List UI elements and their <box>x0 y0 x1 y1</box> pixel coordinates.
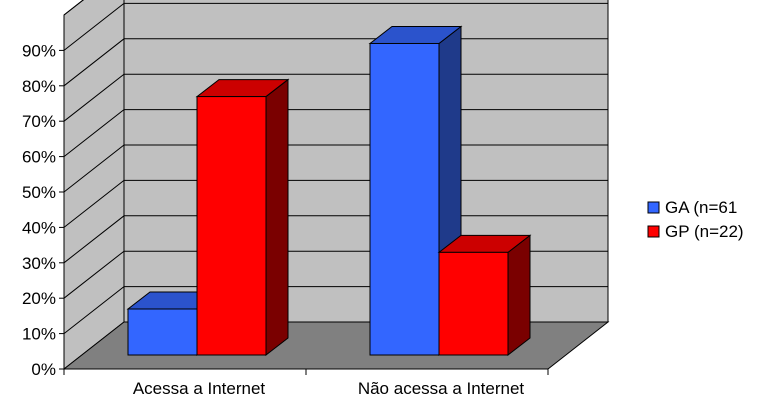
bar-side <box>507 234 531 357</box>
bar-front <box>369 42 440 356</box>
y-tick-label: 70% <box>22 112 56 131</box>
y-tick-label: 20% <box>22 289 56 308</box>
x-tick-label: Não acessa a Internet <box>358 379 525 398</box>
bar-front <box>127 308 198 356</box>
y-tick-label: 80% <box>22 77 56 96</box>
y-axis-ticks: 0% 10% 20% 30% 40% 50% 60% 70% 80% 90% <box>22 41 64 379</box>
legend-label: GP (n=22) <box>665 222 744 241</box>
y-tick-label: 30% <box>22 254 56 273</box>
x-tick-label: Acessa a Internet <box>133 379 266 398</box>
gridline <box>63 2 608 51</box>
y-tick-label: 90% <box>22 41 56 60</box>
legend: GA (n=61 GP (n=22) <box>647 198 744 241</box>
x-axis-ticks: Acessa a Internet Não acessa a Internet <box>63 369 549 398</box>
bars <box>126 25 532 357</box>
y-tick-label: 10% <box>22 325 56 344</box>
bar <box>437 234 532 357</box>
bar-front <box>438 251 509 356</box>
y-tick-label: 40% <box>22 218 56 237</box>
y-tick-label: 0% <box>31 360 56 379</box>
bar-front <box>196 96 267 356</box>
y-tick-label: 60% <box>22 148 56 167</box>
legend-label: GA (n=61 <box>665 198 737 217</box>
legend-swatch <box>647 225 660 238</box>
legend-swatch <box>647 201 660 214</box>
bar <box>195 78 290 357</box>
y-tick-label: 50% <box>22 183 56 202</box>
bar-side <box>265 78 289 357</box>
